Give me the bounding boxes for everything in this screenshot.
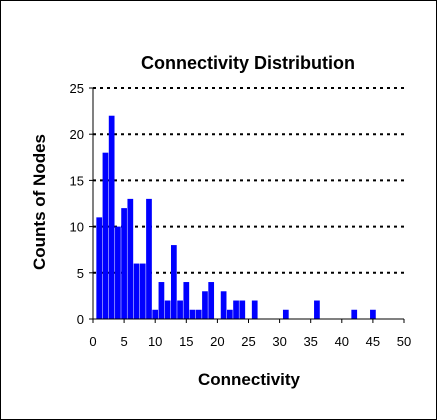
bar [208, 282, 215, 319]
bar [251, 300, 258, 319]
bar [189, 309, 196, 319]
bar [121, 208, 127, 319]
y-tick-label: 10 [70, 220, 84, 235]
x-tick-label: 50 [397, 334, 411, 349]
x-axis-label: Connectivity [198, 370, 301, 389]
x-tick-label: 20 [210, 334, 224, 349]
bar [177, 300, 183, 319]
bar [314, 300, 320, 319]
bar [239, 300, 246, 319]
chart-title: Connectivity Distribution [141, 53, 355, 73]
y-tick-labels: 0 5 10 15 20 25 [70, 81, 84, 327]
y-axis-label: Counts of Nodes [30, 134, 49, 270]
bar [152, 309, 159, 319]
bar [351, 309, 358, 319]
bar [282, 309, 289, 319]
bar [164, 300, 171, 319]
bar [202, 291, 208, 319]
y-tick-label: 15 [70, 173, 84, 188]
x-tick-label: 40 [335, 334, 349, 349]
x-tick-label: 45 [366, 334, 380, 349]
y-tick-label: 5 [77, 266, 84, 281]
x-tick-label: 35 [303, 334, 317, 349]
bar [139, 263, 146, 319]
x-tick-labels: 0 5 10 15 20 25 30 35 40 45 50 [89, 334, 411, 349]
y-tick-label: 0 [77, 312, 84, 327]
bar [96, 217, 103, 319]
bar [233, 300, 239, 319]
bar [108, 115, 115, 319]
x-tick-label: 10 [148, 334, 162, 349]
bar [133, 263, 140, 319]
x-tick-label: 0 [89, 334, 96, 349]
x-tick-label: 30 [272, 334, 286, 349]
bar [170, 245, 177, 319]
x-tick-label: 5 [120, 334, 127, 349]
bar [220, 291, 227, 319]
bar [226, 309, 233, 319]
x-tick-label: 25 [241, 334, 255, 349]
bar [127, 198, 134, 319]
bar [195, 309, 202, 319]
x-tick-label: 15 [179, 334, 193, 349]
bars [96, 115, 376, 319]
y-tick-label: 20 [70, 127, 84, 142]
y-tick-label: 25 [70, 81, 84, 96]
bar [115, 226, 121, 319]
bar [370, 309, 376, 319]
axes [89, 87, 405, 323]
bar [183, 282, 190, 319]
bar [102, 152, 109, 319]
grid-lines [93, 87, 404, 274]
bar [146, 198, 152, 319]
bar [158, 282, 165, 319]
